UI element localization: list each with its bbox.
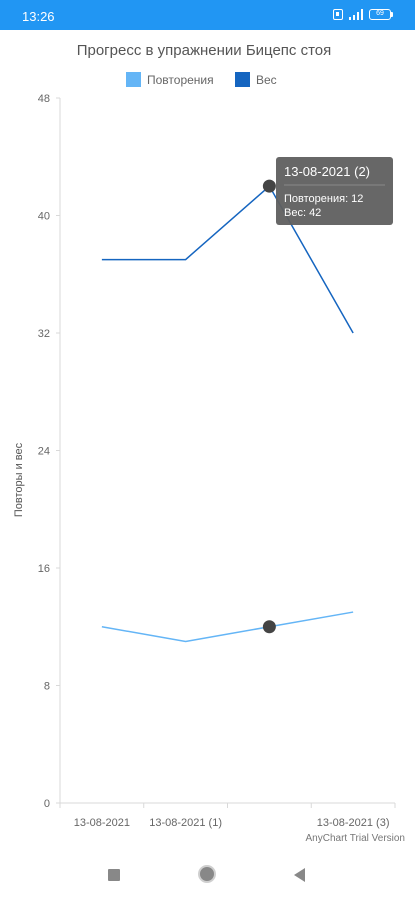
data-point-reps[interactable] [350, 609, 356, 615]
status-bar: 13:26 69 [0, 0, 415, 30]
data-point-reps[interactable] [262, 620, 276, 634]
y-tick-label: 8 [44, 681, 50, 693]
data-point-reps[interactable] [99, 624, 105, 630]
data-point-weight[interactable] [183, 257, 189, 263]
triangle-back-icon[interactable] [294, 868, 305, 882]
chart-title: Прогресс в упражнении Бицепс стоя [77, 42, 332, 59]
legend-label-weight[interactable]: Вес [256, 73, 277, 87]
navigation-bar [0, 853, 415, 900]
data-point-weight[interactable] [350, 330, 356, 336]
tooltip-line-weight: Вес: 42 [284, 207, 321, 219]
y-tick-label: 16 [38, 563, 50, 575]
line-chart: Прогресс в упражнении Бицепс стоя Повтор… [13, 42, 406, 844]
battery-icon: 69 [369, 8, 393, 20]
tooltip-line-reps: Повторения: 12 [284, 193, 363, 205]
tooltip-background [276, 157, 393, 225]
legend-label-reps[interactable]: Повторения [147, 73, 214, 87]
y-axis-ticks: 0 8 16 24 32 40 48 [38, 93, 60, 810]
series-line-reps[interactable] [101, 611, 354, 643]
x-tick-label: 13-08-2021 (1) [149, 817, 222, 829]
series-group [99, 179, 356, 644]
sim-card-icon [332, 8, 343, 20]
y-axis-title: Повторы и вес [13, 442, 25, 517]
legend-swatch-reps [126, 72, 141, 87]
status-icons: 69 [332, 8, 393, 20]
y-tick-label: 24 [38, 446, 50, 458]
y-tick-label: 40 [38, 211, 50, 223]
tooltip: 13-08-2021 (2) Повторения: 12 Вес: 42 [276, 157, 393, 225]
series-line-weight[interactable] [101, 184, 354, 334]
status-time: 13:26 [22, 9, 55, 24]
y-tick-label: 32 [38, 328, 50, 340]
y-tick-label: 0 [44, 798, 50, 810]
x-tick-label: 13-08-2021 [74, 817, 130, 829]
battery-level: 69 [369, 8, 391, 20]
x-axis-ticks: 13-08-2021 13-08-2021 (1) 13-08-2021 (3) [59, 803, 396, 829]
square-icon[interactable] [108, 869, 120, 881]
x-tick-label: 13-08-2021 (3) [317, 817, 390, 829]
tooltip-title: 13-08-2021 (2) [284, 164, 370, 179]
legend-swatch-weight [235, 72, 250, 87]
circle-icon[interactable] [198, 865, 216, 883]
legend: Повторения Вес [126, 72, 277, 87]
signal-icon [348, 8, 363, 20]
data-point-weight[interactable] [262, 179, 276, 193]
data-point-weight[interactable] [99, 257, 105, 263]
y-tick-label: 48 [38, 93, 50, 105]
watermark: AnyChart Trial Version [306, 833, 406, 844]
data-point-reps[interactable] [183, 638, 189, 644]
